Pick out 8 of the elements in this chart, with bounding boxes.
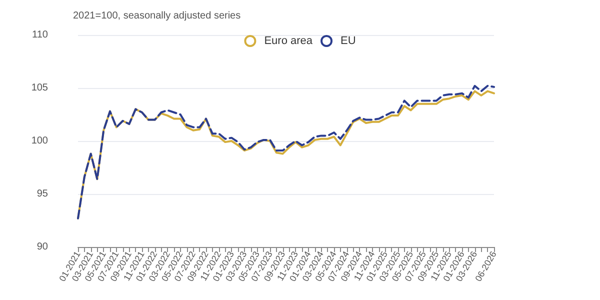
y-tick-label: 95 xyxy=(36,188,48,200)
legend-label: Euro area xyxy=(264,35,314,47)
y-tick-label: 105 xyxy=(31,82,48,94)
legend-label: EU xyxy=(340,35,356,47)
y-tick-label: 100 xyxy=(31,136,48,146)
chart-subtitle: 2021=100, seasonally adjusted series xyxy=(73,10,241,22)
y-tick-label: 110 xyxy=(32,30,48,40)
y-tick-label: 90 xyxy=(36,242,48,252)
